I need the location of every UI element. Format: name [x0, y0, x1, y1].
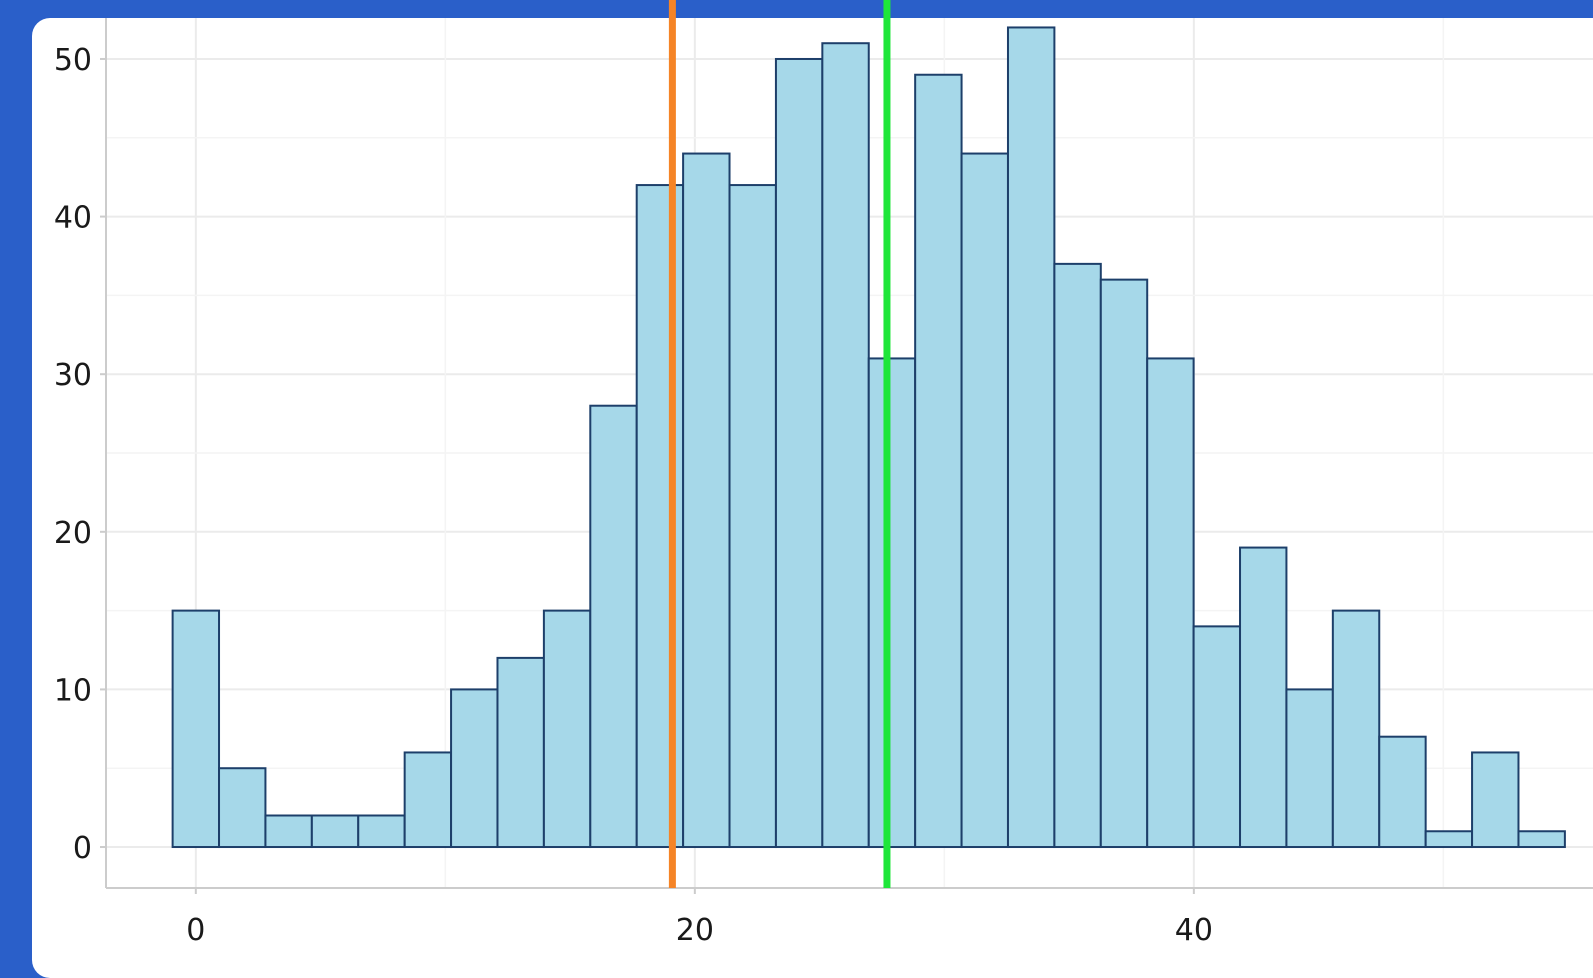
- histogram-bar: [728, 184, 777, 849]
- histogram-bar: [218, 767, 267, 849]
- histogram-bar: [1053, 262, 1102, 849]
- y-tick-label: 50: [54, 43, 92, 78]
- histogram-bar: [1239, 546, 1288, 849]
- histogram-bar: [1192, 625, 1242, 849]
- histogram-bar: [403, 751, 453, 849]
- histogram-bars: [171, 26, 1566, 849]
- histogram-bar: [914, 73, 963, 849]
- histogram-bar: [960, 152, 1009, 849]
- histogram-chart: 0 10 20 30 40 50 0 20 40: [54, 0, 1593, 948]
- histogram-bar: [1517, 830, 1566, 849]
- x-tick-label: 0: [186, 913, 205, 948]
- histogram-bar: [357, 814, 406, 849]
- y-tick-label: 20: [54, 516, 92, 551]
- y-tick-label: 40: [54, 201, 92, 236]
- histogram-bar: [1285, 688, 1334, 849]
- histogram-bar: [1099, 278, 1149, 849]
- y-tick-label: 10: [54, 673, 92, 708]
- histogram-bar: [867, 357, 917, 849]
- x-tick-label: 20: [676, 913, 714, 948]
- histogram-bar: [1424, 830, 1474, 849]
- histogram-bar: [635, 184, 685, 849]
- histogram-bar: [589, 404, 638, 849]
- histogram-bar: [264, 814, 313, 849]
- axes: [105, 18, 1593, 889]
- histogram-bar: [310, 814, 360, 849]
- histogram-bar: [542, 609, 592, 849]
- y-tick-label: 0: [73, 831, 92, 866]
- outer-frame: 0 10 20 30 40 50 0 20 40: [32, 0, 1593, 978]
- histogram-bar: [774, 57, 824, 849]
- histogram-bar: [496, 656, 545, 849]
- histogram-bar: [1471, 751, 1520, 849]
- histogram-bar: [171, 609, 221, 849]
- x-tick-label: 40: [1175, 913, 1213, 948]
- histogram-bar: [1331, 609, 1381, 849]
- histogram-bar: [1378, 735, 1427, 849]
- reference-lines: [668, 0, 891, 888]
- histogram-bar: [450, 688, 499, 849]
- histogram-bar: [682, 152, 731, 849]
- tick-labels: 0 10 20 30 40 50 0 20 40: [54, 43, 1213, 948]
- y-tick-label: 30: [54, 358, 92, 393]
- histogram-bar: [1146, 357, 1195, 849]
- histogram-bar: [1006, 26, 1056, 849]
- histogram-bar: [821, 42, 870, 849]
